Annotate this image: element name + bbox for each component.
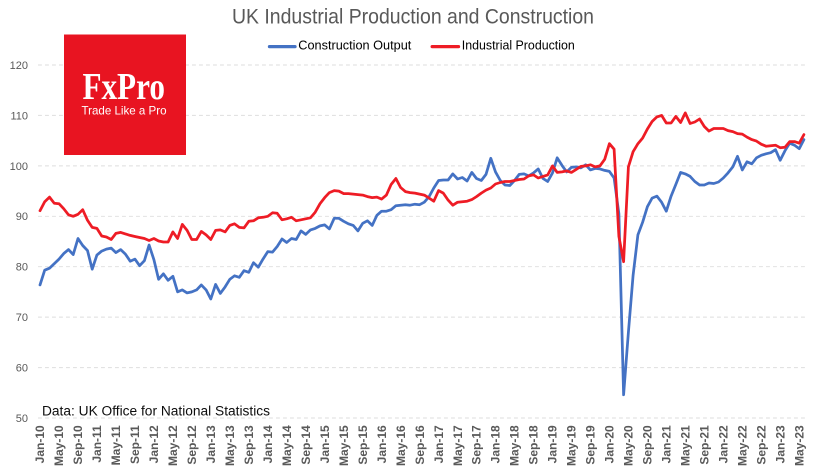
svg-text:Sep-17: Sep-17 xyxy=(470,425,484,465)
svg-text:Sep-20: Sep-20 xyxy=(641,425,655,465)
svg-text:80: 80 xyxy=(16,262,28,274)
svg-text:May-18: May-18 xyxy=(508,425,522,466)
svg-text:Jan-19: Jan-19 xyxy=(546,425,560,463)
svg-text:Sep-15: Sep-15 xyxy=(356,425,370,465)
svg-text:60: 60 xyxy=(16,363,28,375)
svg-text:50: 50 xyxy=(16,413,28,425)
svg-text:Jan-11: Jan-11 xyxy=(90,425,104,463)
svg-text:Sep-11: Sep-11 xyxy=(128,425,142,464)
svg-text:Jan-18: Jan-18 xyxy=(489,425,503,463)
svg-text:May-11: May-11 xyxy=(109,425,123,465)
svg-text:Sep-16: Sep-16 xyxy=(413,425,427,465)
svg-text:Jan-13: Jan-13 xyxy=(204,425,218,463)
svg-text:Jan-17: Jan-17 xyxy=(432,425,446,463)
svg-text:Sep-21: Sep-21 xyxy=(698,425,712,465)
svg-text:Sep-14: Sep-14 xyxy=(299,425,313,465)
svg-text:Sep-12: Sep-12 xyxy=(185,425,199,465)
svg-text:Jan-16: Jan-16 xyxy=(375,425,389,463)
svg-text:May-21: May-21 xyxy=(679,425,693,466)
svg-text:Jan-20: Jan-20 xyxy=(603,425,617,463)
svg-text:UK Industrial Production and C: UK Industrial Production and Constructio… xyxy=(232,6,594,29)
svg-text:120: 120 xyxy=(10,60,28,72)
svg-text:May-10: May-10 xyxy=(52,425,66,466)
svg-text:May-16: May-16 xyxy=(394,425,408,466)
svg-text:Jan-22: Jan-22 xyxy=(717,425,731,463)
svg-text:Jan-10: Jan-10 xyxy=(33,425,47,463)
svg-text:Jan-23: Jan-23 xyxy=(773,425,787,463)
svg-text:90: 90 xyxy=(16,211,28,223)
svg-text:May-17: May-17 xyxy=(451,425,465,466)
svg-text:Jan-12: Jan-12 xyxy=(147,425,161,463)
svg-text:Sep-18: Sep-18 xyxy=(527,425,541,465)
svg-text:May-23: May-23 xyxy=(792,425,806,466)
svg-text:Construction Output: Construction Output xyxy=(298,37,411,52)
svg-text:Trade Like a Pro: Trade Like a Pro xyxy=(82,104,167,118)
svg-text:May-14: May-14 xyxy=(280,425,294,466)
svg-text:Data: UK Office for National S: Data: UK Office for National Statistics xyxy=(42,404,270,419)
svg-text:Sep-10: Sep-10 xyxy=(71,425,85,465)
svg-text:FxPro: FxPro xyxy=(82,66,165,108)
svg-text:100: 100 xyxy=(10,161,28,173)
svg-text:Industrial Production: Industrial Production xyxy=(462,37,575,52)
svg-text:70: 70 xyxy=(16,312,28,324)
svg-text:May-15: May-15 xyxy=(337,425,351,466)
svg-text:May-13: May-13 xyxy=(223,425,237,466)
svg-text:Sep-19: Sep-19 xyxy=(584,425,598,465)
svg-text:Sep-13: Sep-13 xyxy=(242,425,256,465)
svg-text:Jan-14: Jan-14 xyxy=(261,425,275,463)
svg-text:Sep-22: Sep-22 xyxy=(754,425,768,465)
svg-text:Jan-21: Jan-21 xyxy=(660,425,674,463)
svg-text:May-19: May-19 xyxy=(565,425,579,466)
svg-text:May-12: May-12 xyxy=(166,425,180,466)
svg-text:May-20: May-20 xyxy=(622,425,636,466)
svg-text:110: 110 xyxy=(10,110,28,122)
svg-text:May-22: May-22 xyxy=(736,425,750,466)
svg-text:Jan-15: Jan-15 xyxy=(318,425,332,463)
